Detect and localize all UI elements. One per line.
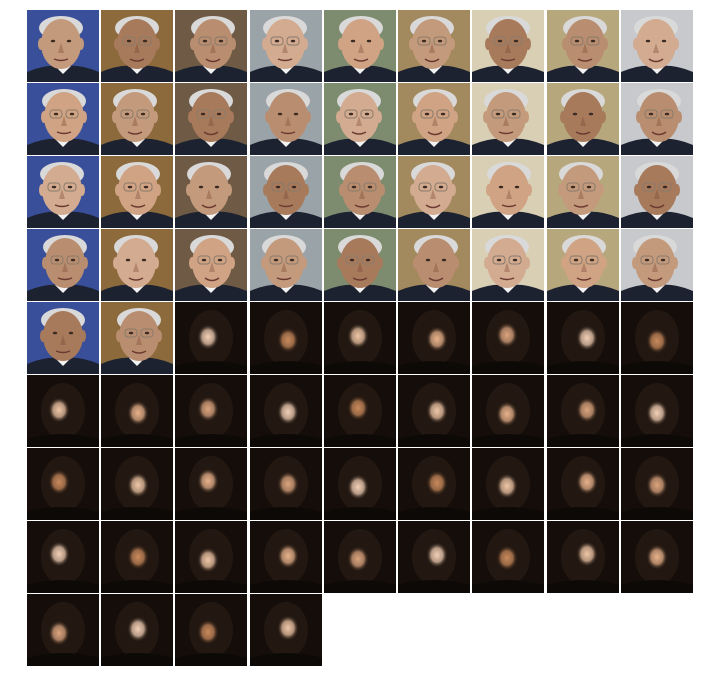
face-photo-tile	[250, 83, 322, 155]
masked-face-tile	[250, 448, 322, 520]
masked-face-tile	[101, 375, 173, 447]
masked-face-tile	[250, 521, 322, 593]
masked-face-tile	[398, 448, 470, 520]
masked-face-tile	[621, 375, 693, 447]
face-photo-tile	[324, 156, 396, 228]
masked-face-tile	[547, 448, 619, 520]
face-photo-tile	[621, 229, 693, 301]
masked-face-tile	[398, 375, 470, 447]
masked-face-tile	[250, 302, 322, 374]
face-photo-tile	[101, 229, 173, 301]
face-photo-tile	[27, 156, 99, 228]
masked-face-tile	[324, 521, 396, 593]
face-photo-tile	[101, 83, 173, 155]
masked-face-tile	[547, 375, 619, 447]
face-photo-tile	[472, 10, 544, 82]
face-photo-tile	[175, 156, 247, 228]
face-photo-tile	[472, 156, 544, 228]
face-photo-tile	[101, 10, 173, 82]
masked-face-tile	[175, 302, 247, 374]
masked-face-tile	[547, 521, 619, 593]
face-photo-tile	[398, 10, 470, 82]
masked-face-tile	[101, 594, 173, 666]
face-photo-tile	[547, 229, 619, 301]
masked-face-tile	[324, 302, 396, 374]
face-photo-tile	[27, 302, 99, 374]
face-photo-tile	[621, 83, 693, 155]
masked-face-tile	[621, 448, 693, 520]
masked-face-tile	[472, 448, 544, 520]
face-photo-tile	[27, 10, 99, 82]
face-photo-tile	[250, 229, 322, 301]
masked-face-tile	[250, 375, 322, 447]
masked-face-tile	[324, 375, 396, 447]
face-photo-tile	[547, 156, 619, 228]
masked-face-tile	[27, 448, 99, 520]
face-photo-tile	[250, 10, 322, 82]
face-photo-tile	[101, 156, 173, 228]
masked-face-tile	[472, 375, 544, 447]
face-photo-tile	[472, 229, 544, 301]
face-photo-tile	[250, 156, 322, 228]
masked-face-tile	[27, 375, 99, 447]
masked-face-tile	[175, 594, 247, 666]
masked-face-tile	[472, 521, 544, 593]
face-photo-tile	[175, 83, 247, 155]
face-photo-tile	[398, 229, 470, 301]
face-photo-tile	[547, 83, 619, 155]
face-photo-tile	[547, 10, 619, 82]
masked-face-tile	[101, 521, 173, 593]
face-photo-tile	[398, 83, 470, 155]
face-photo-tile	[175, 229, 247, 301]
masked-face-tile	[398, 302, 470, 374]
face-photo-tile	[175, 10, 247, 82]
masked-face-tile	[250, 594, 322, 666]
masked-face-tile	[175, 521, 247, 593]
masked-face-tile	[101, 448, 173, 520]
face-photo-tile	[27, 229, 99, 301]
masked-face-tile	[175, 448, 247, 520]
masked-face-tile	[175, 375, 247, 447]
masked-face-tile	[547, 302, 619, 374]
masked-face-tile	[621, 302, 693, 374]
masked-face-tile	[27, 521, 99, 593]
masked-face-tile	[472, 302, 544, 374]
masked-face-tile	[27, 594, 99, 666]
face-photo-tile	[621, 156, 693, 228]
face-photo-tile	[101, 302, 173, 374]
face-photo-tile	[27, 83, 99, 155]
masked-face-tile	[324, 448, 396, 520]
face-photo-tile	[398, 156, 470, 228]
masked-face-tile	[398, 521, 470, 593]
masked-face-tile	[621, 521, 693, 593]
face-photo-tile	[621, 10, 693, 82]
face-photo-tile	[324, 10, 396, 82]
face-photo-tile	[324, 83, 396, 155]
face-photo-tile	[472, 83, 544, 155]
face-photo-tile	[324, 229, 396, 301]
